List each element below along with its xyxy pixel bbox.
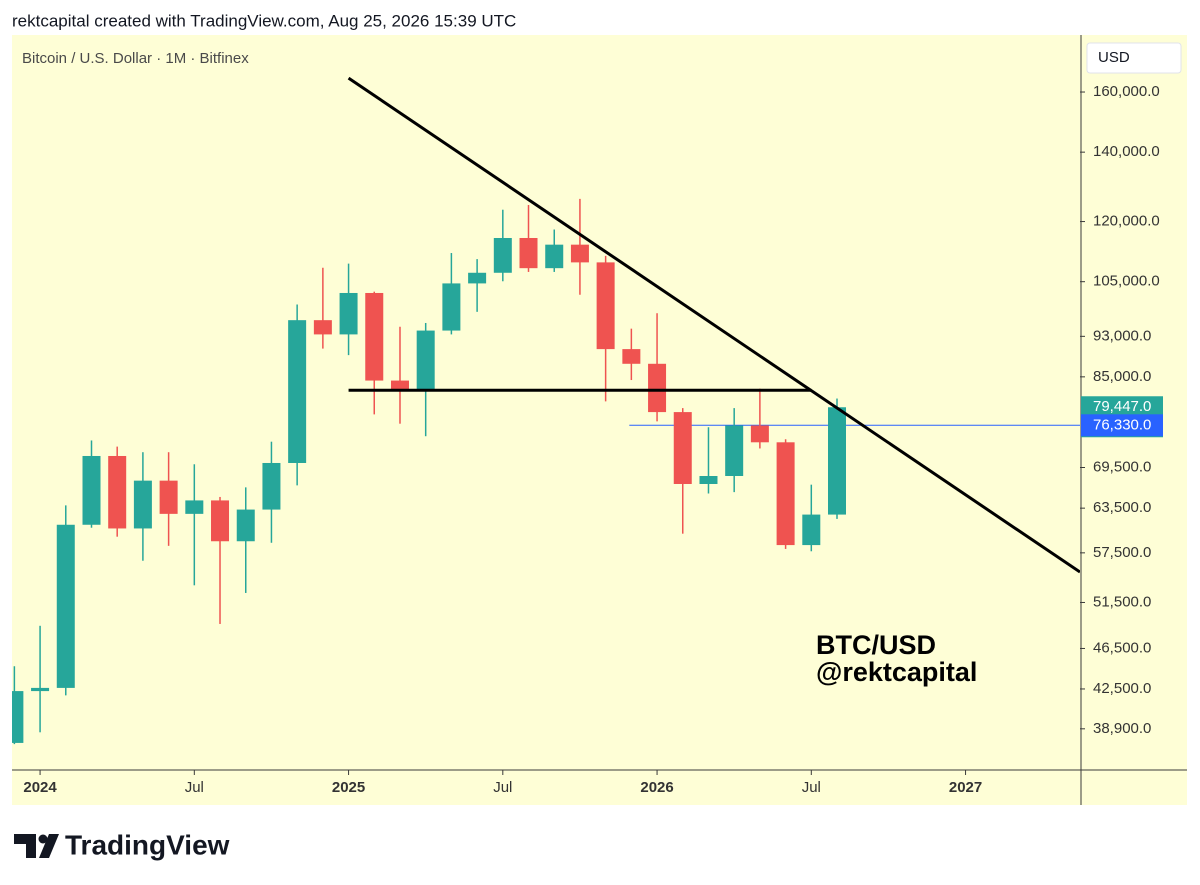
header-text: rektcapital created with TradingView.com…: [12, 11, 516, 30]
y-tick-label: 140,000.0: [1093, 143, 1160, 160]
candle-body: [725, 425, 744, 476]
logo-icon: [38, 834, 48, 844]
candle-body: [699, 475, 718, 484]
candle-body: [416, 330, 435, 391]
candle-body: [545, 244, 564, 269]
currency-label[interactable]: USD: [1098, 49, 1130, 66]
candle-body: [339, 292, 358, 335]
candle-body: [262, 462, 281, 510]
y-tick-label: 105,000.0: [1093, 273, 1160, 290]
candle-body: [519, 237, 538, 269]
y-tick-label: 63,500.0: [1093, 499, 1151, 516]
candle-body: [313, 320, 332, 335]
y-tick-label: 120,000.0: [1093, 213, 1160, 230]
candle-body: [596, 262, 615, 350]
y-tick-label: 160,000.0: [1093, 83, 1160, 100]
watermark: BTC/USD: [816, 630, 936, 660]
candle-body: [802, 514, 821, 546]
candle-body: [56, 524, 75, 688]
candle-body: [390, 380, 409, 391]
y-tick-label: 57,500.0: [1093, 544, 1151, 561]
candle-body: [493, 237, 512, 273]
candle-body: [648, 363, 667, 413]
x-tick-label: 2024: [23, 779, 57, 796]
x-tick-label: 2027: [949, 779, 982, 796]
y-tick-label: 38,900.0: [1093, 720, 1151, 737]
candle-body: [211, 500, 230, 542]
candle-body: [108, 455, 127, 529]
candle-body: [82, 455, 101, 525]
y-tick-label: 93,000.0: [1093, 327, 1151, 344]
tradingview-logo: [14, 834, 59, 858]
candle-body: [673, 412, 692, 484]
candle-body: [828, 407, 847, 515]
x-tick-label: 2026: [640, 779, 673, 796]
candle-body: [31, 687, 50, 692]
plot-area: [12, 76, 1080, 745]
candle-body: [570, 244, 589, 263]
watermark: @rektcapital: [816, 657, 977, 687]
y-tick-label: 69,500.0: [1093, 458, 1151, 475]
logo-icon: [39, 834, 59, 858]
y-tick-label: 85,000.0: [1093, 368, 1151, 385]
trendline: [347, 76, 1080, 574]
candle-body: [12, 691, 24, 743]
candle-body: [442, 283, 461, 331]
y-tick-label: 42,500.0: [1093, 680, 1151, 697]
y-tick-label: 46,500.0: [1093, 639, 1151, 656]
chart-background: [12, 35, 1187, 805]
candle-body: [776, 442, 795, 546]
candle-body: [236, 509, 255, 542]
candle-body: [750, 425, 769, 443]
candle-body: [133, 480, 152, 529]
x-tick-label: Jul: [802, 779, 821, 796]
symbol-title: Bitcoin / U.S. Dollar · 1M · Bitfinex: [22, 50, 249, 67]
x-tick-label: 2025: [332, 779, 365, 796]
price-line-label: 76,330.0: [1093, 416, 1151, 433]
logo-icon: [14, 834, 36, 858]
candle-body: [185, 500, 204, 514]
y-tick-label: 51,500.0: [1093, 593, 1151, 610]
price-line-box: [1081, 414, 1163, 437]
last-price-label: 79,447.0: [1093, 398, 1151, 415]
x-tick-label: Jul: [493, 779, 512, 796]
candle-body: [288, 320, 307, 463]
candle-body: [365, 292, 384, 381]
brand-name: TradingView: [65, 829, 230, 860]
candle-body: [159, 480, 178, 514]
candle-body: [468, 272, 487, 284]
currency-box[interactable]: [1086, 42, 1182, 74]
x-tick-label: Jul: [185, 779, 204, 796]
candle-body: [622, 349, 641, 364]
